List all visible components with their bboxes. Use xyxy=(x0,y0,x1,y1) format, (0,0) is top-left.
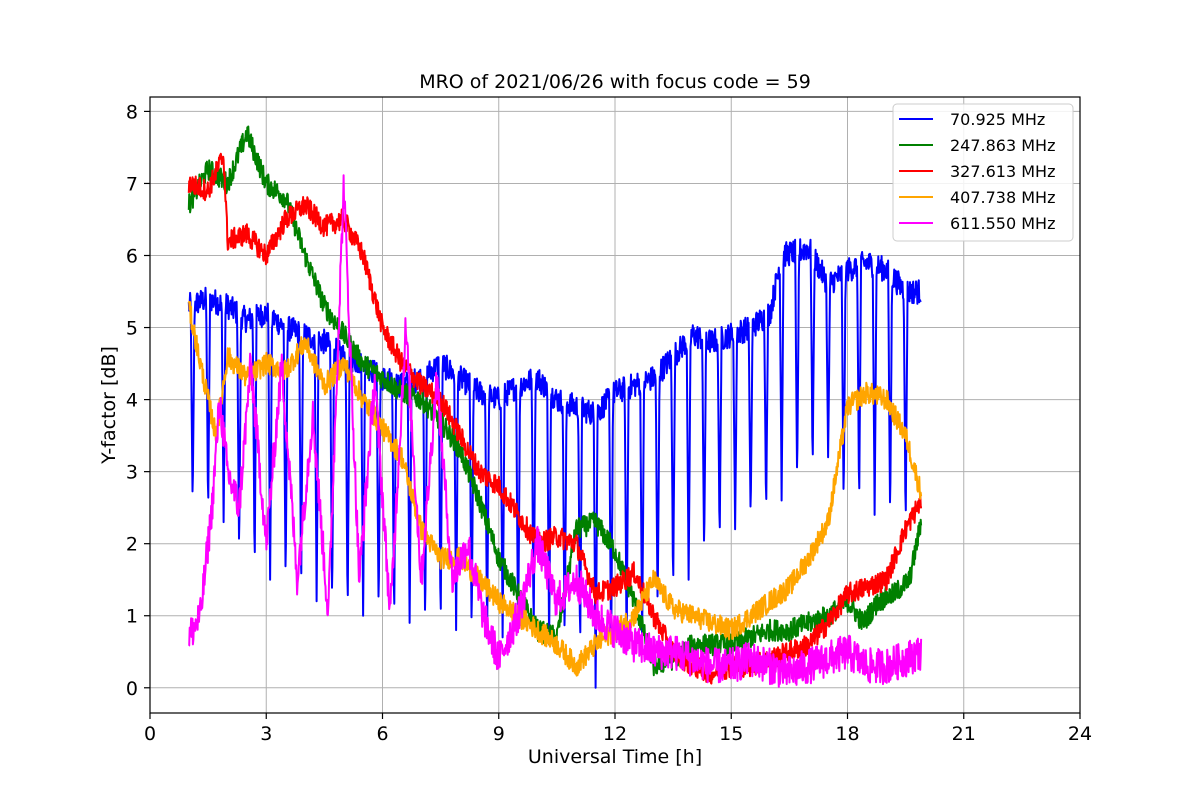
y-tick-label: 4 xyxy=(126,390,138,412)
x-tick-label: 12 xyxy=(603,723,627,745)
series-line xyxy=(188,174,923,688)
series-line xyxy=(187,300,923,677)
x-tick-label: 24 xyxy=(1068,723,1092,745)
x-tick-label: 0 xyxy=(144,723,156,745)
legend: 70.925 MHz 247.863 MHz 327.613 MHz 407.738 … xyxy=(892,103,1074,242)
x-axis-label: Universal Time [h] xyxy=(528,746,702,768)
series-line xyxy=(187,238,922,689)
y-tick-label: 3 xyxy=(126,462,138,484)
legend-entry: 327.613 MHz xyxy=(950,162,1055,181)
series-group xyxy=(187,125,923,689)
y-tick-label: 6 xyxy=(126,246,138,268)
y-tick-label: 1 xyxy=(126,606,138,628)
y-tick-label: 0 xyxy=(126,678,138,700)
legend-entry: 247.863 MHz xyxy=(950,136,1055,155)
series-line xyxy=(187,152,923,685)
legend-entry: 611.550 MHz xyxy=(950,214,1055,233)
chart-title: MRO of 2021/06/26 with focus code = 59 xyxy=(419,71,811,93)
x-tick-label: 18 xyxy=(835,723,859,745)
x-tick-label: 21 xyxy=(952,723,976,745)
legend-entry: 407.738 MHz xyxy=(950,188,1055,207)
x-tick-label: 6 xyxy=(376,723,388,745)
y-tick-label: 8 xyxy=(126,101,138,123)
y-tick-label: 7 xyxy=(126,173,138,195)
legend-entry: 70.925 MHz xyxy=(950,110,1045,129)
x-tick-label: 15 xyxy=(719,723,743,745)
legend-box xyxy=(892,103,1074,242)
x-tick-label: 3 xyxy=(260,723,272,745)
x-tick-label: 9 xyxy=(493,723,505,745)
y-axis-label: Y-factor [dB] xyxy=(98,346,120,465)
y-tick-label: 2 xyxy=(126,534,138,556)
y-tick-label: 5 xyxy=(126,318,138,340)
